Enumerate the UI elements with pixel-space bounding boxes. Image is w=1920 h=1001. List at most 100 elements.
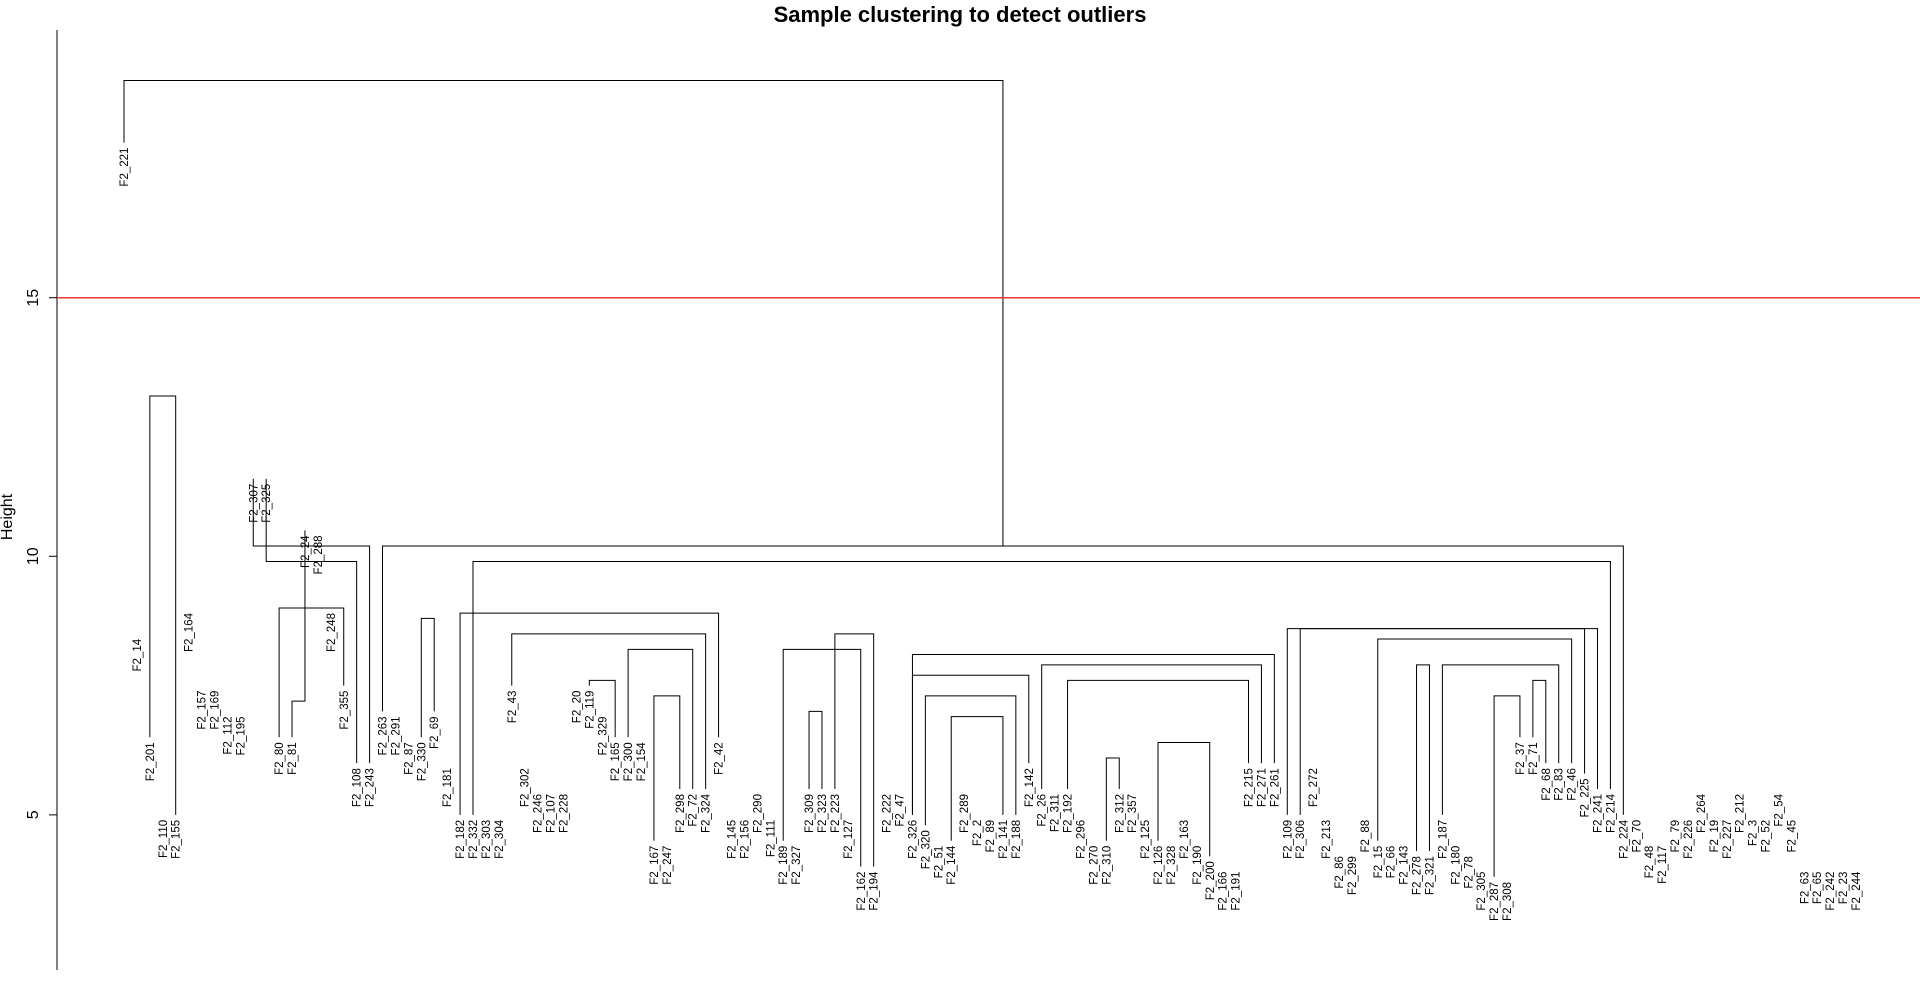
merge-link-40 bbox=[588, 679, 616, 738]
leaf-label-F2_190: F2_190 bbox=[1192, 846, 1204, 885]
merge-link-25 bbox=[420, 617, 435, 738]
leaf-label-F2_66: F2_66 bbox=[1386, 846, 1398, 879]
leaf-label-F2_111: F2_111 bbox=[765, 820, 777, 857]
leaf-label-F2_107: F2_107 bbox=[546, 794, 558, 833]
leaf-label-F2_125: F2_125 bbox=[1140, 820, 1152, 859]
leaf-label-F2_119: F2_119 bbox=[584, 691, 596, 729]
leaf-label-F2_112: F2_112 bbox=[222, 716, 234, 754]
leaf-label-F2_23: F2_23 bbox=[1838, 872, 1850, 905]
leaf-label-F2_212: F2_212 bbox=[1735, 794, 1747, 833]
leaf-label-F2_272: F2_272 bbox=[1308, 768, 1320, 807]
leaf-label-F2_194: F2_194 bbox=[869, 871, 881, 911]
leaf-label-F2_327: F2_327 bbox=[791, 846, 803, 885]
leaf-label-F2_117: F2_117 bbox=[1657, 846, 1669, 884]
merge-link-6 bbox=[149, 395, 177, 815]
merge-link-48 bbox=[459, 612, 720, 815]
leaf-label-F2_300: F2_300 bbox=[623, 742, 635, 781]
leaf-label-F2_141: F2_141 bbox=[998, 820, 1010, 859]
merge-link-83 bbox=[1105, 757, 1120, 841]
merge-link-73 bbox=[924, 695, 1017, 826]
merge-link-120 bbox=[1377, 638, 1573, 841]
leaf-label-F2_264: F2_264 bbox=[1696, 793, 1708, 833]
leaf-label-F2_181: F2_181 bbox=[442, 768, 454, 807]
leaf-label-F2_328: F2_328 bbox=[1166, 846, 1178, 885]
leaf-label-F2_165: F2_165 bbox=[610, 742, 622, 781]
y-tick-label-15: 15 bbox=[25, 289, 42, 307]
leaf-label-F2_127: F2_127 bbox=[843, 820, 855, 859]
leaf-label-F2_162: F2_162 bbox=[856, 872, 868, 911]
leaf-label-F2_126: F2_126 bbox=[1153, 846, 1165, 885]
leaf-label-F2_321: F2_321 bbox=[1424, 856, 1436, 895]
merge-link-118 bbox=[1532, 679, 1547, 764]
leaf-label-F2_164: F2_164 bbox=[184, 612, 196, 652]
leaf-label-F2_263: F2_263 bbox=[378, 716, 390, 755]
leaf-label-F2_309: F2_309 bbox=[804, 794, 816, 833]
merge-link-19 bbox=[278, 607, 345, 738]
leaf-label-F2_192: F2_192 bbox=[1063, 794, 1075, 833]
leaf-label-F2_324: F2_324 bbox=[701, 793, 713, 833]
merge-link-94 bbox=[1041, 664, 1262, 789]
leaf-label-F2_305: F2_305 bbox=[1476, 872, 1488, 911]
leaf-label-F2_167: F2_167 bbox=[649, 846, 661, 885]
leaf-label-F2_156: F2_156 bbox=[739, 820, 751, 859]
leaf-label-F2_221: F2_221 bbox=[119, 148, 131, 187]
leaf-label-F2_308: F2_308 bbox=[1502, 882, 1514, 921]
leaf-label-F2_88: F2_88 bbox=[1360, 820, 1372, 853]
leaf-label-F2_326: F2_326 bbox=[907, 820, 919, 859]
leaf-label-F2_47: F2_47 bbox=[895, 794, 907, 827]
leaf-label-F2_154: F2_154 bbox=[636, 742, 648, 782]
leaf-label-F2_306: F2_306 bbox=[1295, 820, 1307, 859]
merge-link-108 bbox=[1416, 664, 1430, 852]
leaf-label-F2_52: F2_52 bbox=[1761, 820, 1773, 853]
leaf-label-F2_163: F2_163 bbox=[1179, 820, 1191, 859]
leaf-label-F2_332: F2_332 bbox=[468, 820, 480, 859]
leaf-label-F2_43: F2_43 bbox=[507, 691, 519, 724]
leaf-label-F2_63: F2_63 bbox=[1799, 872, 1811, 905]
merge-link-117 bbox=[1493, 695, 1521, 877]
leaf-label-F2_243: F2_243 bbox=[365, 768, 377, 807]
leaf-label-F2_244: F2_244 bbox=[1851, 871, 1863, 911]
y-axis-label: Height bbox=[0, 493, 16, 540]
leaf-label-F2_302: F2_302 bbox=[520, 768, 532, 807]
leaf-label-F2_157: F2_157 bbox=[197, 691, 209, 730]
chart-title: Sample clustering to detect outliers bbox=[773, 2, 1147, 27]
leaf-label-F2_310: F2_310 bbox=[1101, 846, 1113, 885]
merge-link-90 bbox=[1157, 741, 1211, 857]
leaf-label-F2_227: F2_227 bbox=[1722, 820, 1734, 859]
leaf-label-F2_70: F2_70 bbox=[1631, 820, 1643, 853]
leaf-label-F2_20: F2_20 bbox=[571, 691, 583, 724]
leaf-label-F2_290: F2_290 bbox=[752, 794, 764, 833]
leaf-label-F2_303: F2_303 bbox=[481, 820, 493, 859]
merge-link-57 bbox=[808, 710, 823, 789]
leaf-label-F2_201: F2_201 bbox=[145, 742, 157, 781]
dendrogram-links bbox=[123, 80, 1624, 877]
leaf-label-F2_191: F2_191 bbox=[1231, 872, 1243, 911]
leaf-label-F2_242: F2_242 bbox=[1825, 872, 1837, 911]
leaf-label-F2_329: F2_329 bbox=[597, 716, 609, 755]
merge-link-123 bbox=[472, 560, 1611, 815]
leaf-label-F2_247: F2_247 bbox=[662, 846, 674, 885]
leaf-label-F2_291: F2_291 bbox=[390, 716, 402, 755]
leaf-label-F2_14: F2_14 bbox=[132, 638, 144, 671]
leaf-label-F2_89: F2_89 bbox=[985, 820, 997, 853]
leaf-label-F2_182: F2_182 bbox=[455, 820, 467, 859]
leaf-label-F2_355: F2_355 bbox=[339, 691, 351, 730]
y-axis: 5 10 15 Height bbox=[0, 30, 58, 970]
y-tick-label-10: 10 bbox=[25, 547, 42, 565]
merge-link-46 bbox=[627, 648, 694, 789]
leaf-label-F2_143: F2_143 bbox=[1399, 846, 1411, 885]
leaf-label-F2_45: F2_45 bbox=[1786, 820, 1798, 853]
leaf-label-F2_287: F2_287 bbox=[1489, 882, 1501, 921]
leaf-label-F2_19: F2_19 bbox=[1709, 820, 1721, 853]
leaf-label-F2_79: F2_79 bbox=[1670, 820, 1682, 853]
leaf-label-F2_54: F2_54 bbox=[1773, 793, 1785, 826]
leaf-label-F2_188: F2_188 bbox=[1011, 820, 1023, 859]
leaf-label-F2_144: F2_144 bbox=[946, 845, 958, 885]
leaf-label-F2_80: F2_80 bbox=[274, 742, 286, 775]
leaf-label-F2_225: F2_225 bbox=[1580, 778, 1592, 817]
leaf-label-F2_222: F2_222 bbox=[882, 794, 894, 833]
leaf-label-F2_311: F2_311 bbox=[1050, 794, 1062, 832]
leaf-label-F2_248: F2_248 bbox=[326, 613, 338, 652]
leaf-label-F2_78: F2_78 bbox=[1463, 856, 1475, 889]
leaf-label-F2_228: F2_228 bbox=[558, 794, 570, 833]
